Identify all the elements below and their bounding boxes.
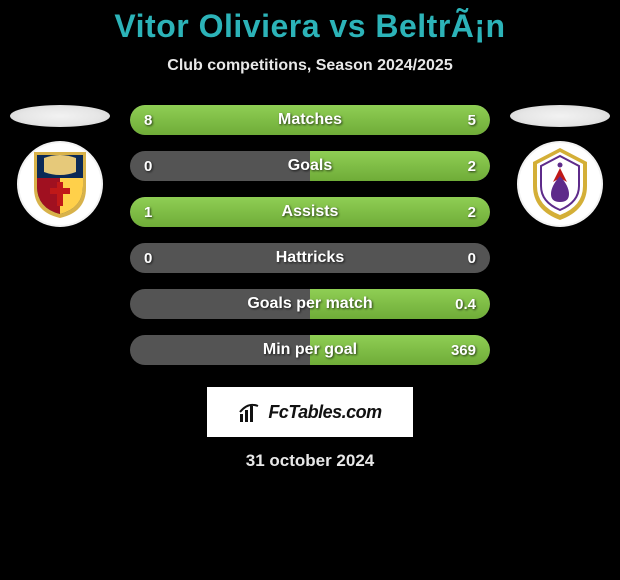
left-crest-column	[10, 105, 110, 227]
stat-bar: 8Matches5	[130, 105, 490, 135]
stat-bar: Goals per match0.4	[130, 289, 490, 319]
stat-bar: 0Hattricks0	[130, 243, 490, 273]
page-title: Vitor Oliviera vs BeltrÃ¡n	[0, 8, 620, 45]
credit-text: FcTables.com	[268, 402, 381, 423]
stat-bar: Min per goal369	[130, 335, 490, 365]
right-crest-column	[510, 105, 610, 227]
stat-label: Goals per match	[130, 295, 490, 313]
stat-label: Min per goal	[130, 341, 490, 359]
genoa-crest-icon	[30, 148, 90, 220]
stat-bar: 1Assists2	[130, 197, 490, 227]
fiorentina-crest-icon	[529, 146, 591, 222]
fctables-logo-icon	[238, 400, 262, 424]
stat-right-value: 2	[468, 158, 476, 175]
subtitle: Club competitions, Season 2024/2025	[0, 57, 620, 75]
stat-right-value: 5	[468, 112, 476, 129]
stat-right-value: 0.4	[455, 296, 476, 313]
stat-label: Assists	[130, 203, 490, 221]
stat-right-value: 0	[468, 250, 476, 267]
comparison-card: Vitor Oliviera vs BeltrÃ¡n Club competit…	[0, 0, 620, 471]
stats-column: 8Matches50Goals21Assists20Hattricks0Goal…	[110, 105, 510, 365]
stat-right-value: 369	[451, 342, 476, 359]
left-club-crest	[17, 141, 103, 227]
date-line: 31 october 2024	[0, 451, 620, 471]
stat-bar: 0Goals2	[130, 151, 490, 181]
credit-badge[interactable]: FcTables.com	[207, 387, 413, 437]
stat-right-value: 2	[468, 204, 476, 221]
player-shadow-right	[510, 105, 610, 127]
right-club-crest	[517, 141, 603, 227]
body-row: 8Matches50Goals21Assists20Hattricks0Goal…	[0, 105, 620, 365]
player-shadow-left	[10, 105, 110, 127]
stat-label: Matches	[130, 111, 490, 129]
stat-label: Hattricks	[130, 249, 490, 267]
stat-label: Goals	[130, 157, 490, 175]
